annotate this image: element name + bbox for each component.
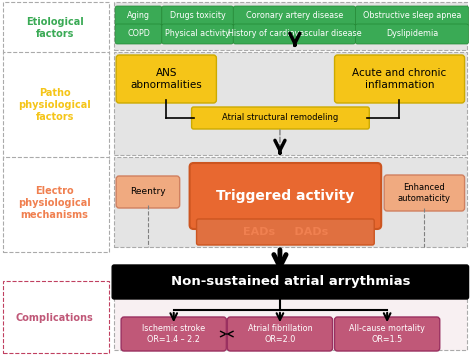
- FancyBboxPatch shape: [112, 265, 469, 299]
- FancyBboxPatch shape: [116, 55, 217, 103]
- FancyBboxPatch shape: [335, 317, 440, 351]
- Bar: [3, 157, 109, 252]
- Text: Non-sustained atrial arrythmias: Non-sustained atrial arrythmias: [171, 275, 410, 289]
- Text: All-cause mortality
OR=1.5: All-cause mortality OR=1.5: [349, 324, 425, 344]
- Text: ANS
abnormalities: ANS abnormalities: [130, 68, 202, 90]
- FancyBboxPatch shape: [356, 24, 469, 44]
- Text: Complications: Complications: [16, 313, 93, 323]
- Text: Acute and chronic
inflammation: Acute and chronic inflammation: [353, 68, 447, 90]
- FancyBboxPatch shape: [233, 24, 356, 44]
- FancyBboxPatch shape: [233, 6, 356, 26]
- Text: COPD: COPD: [127, 29, 150, 38]
- Text: Reentry: Reentry: [130, 187, 166, 197]
- FancyBboxPatch shape: [162, 6, 233, 26]
- FancyBboxPatch shape: [335, 55, 465, 103]
- FancyBboxPatch shape: [197, 219, 374, 245]
- FancyBboxPatch shape: [384, 175, 465, 211]
- FancyBboxPatch shape: [228, 317, 333, 351]
- Bar: [3, 281, 109, 353]
- Text: Dyslipidemia: Dyslipidemia: [386, 29, 438, 38]
- FancyBboxPatch shape: [115, 24, 162, 44]
- Bar: [114, 2, 466, 50]
- Bar: [3, 2, 109, 55]
- FancyBboxPatch shape: [190, 163, 381, 229]
- Text: Electro
physiological
mechanisms: Electro physiological mechanisms: [18, 186, 91, 220]
- Bar: [114, 52, 466, 155]
- Text: Drugs toxicity: Drugs toxicity: [170, 11, 226, 21]
- FancyBboxPatch shape: [356, 6, 469, 26]
- FancyBboxPatch shape: [121, 317, 226, 351]
- FancyBboxPatch shape: [162, 24, 233, 44]
- Bar: [3, 52, 109, 160]
- Text: Patho
physiological
factors: Patho physiological factors: [18, 88, 91, 122]
- Text: Physical activity: Physical activity: [165, 29, 230, 38]
- Text: Enhanced
automaticity: Enhanced automaticity: [398, 183, 451, 203]
- Bar: [114, 282, 466, 350]
- Text: Atrial structural remodeling: Atrial structural remodeling: [222, 114, 338, 122]
- FancyBboxPatch shape: [116, 176, 180, 208]
- Bar: [114, 157, 466, 247]
- Text: Atrial fibrillation
OR=2.0: Atrial fibrillation OR=2.0: [247, 324, 312, 344]
- Text: Coronary artery disease: Coronary artery disease: [246, 11, 343, 21]
- Text: Ischemic stroke
OR=1.4 – 2.2: Ischemic stroke OR=1.4 – 2.2: [142, 324, 205, 344]
- FancyBboxPatch shape: [191, 107, 369, 129]
- Text: Aging: Aging: [127, 11, 150, 21]
- Text: EADs     DADs: EADs DADs: [243, 227, 328, 237]
- Text: Triggered activity: Triggered activity: [216, 189, 355, 203]
- Text: Etiological
factors: Etiological factors: [26, 17, 83, 39]
- Text: Obstructive sleep apnea: Obstructive sleep apnea: [363, 11, 461, 21]
- FancyBboxPatch shape: [115, 6, 162, 26]
- Text: History of cardiovascular disease: History of cardiovascular disease: [228, 29, 361, 38]
